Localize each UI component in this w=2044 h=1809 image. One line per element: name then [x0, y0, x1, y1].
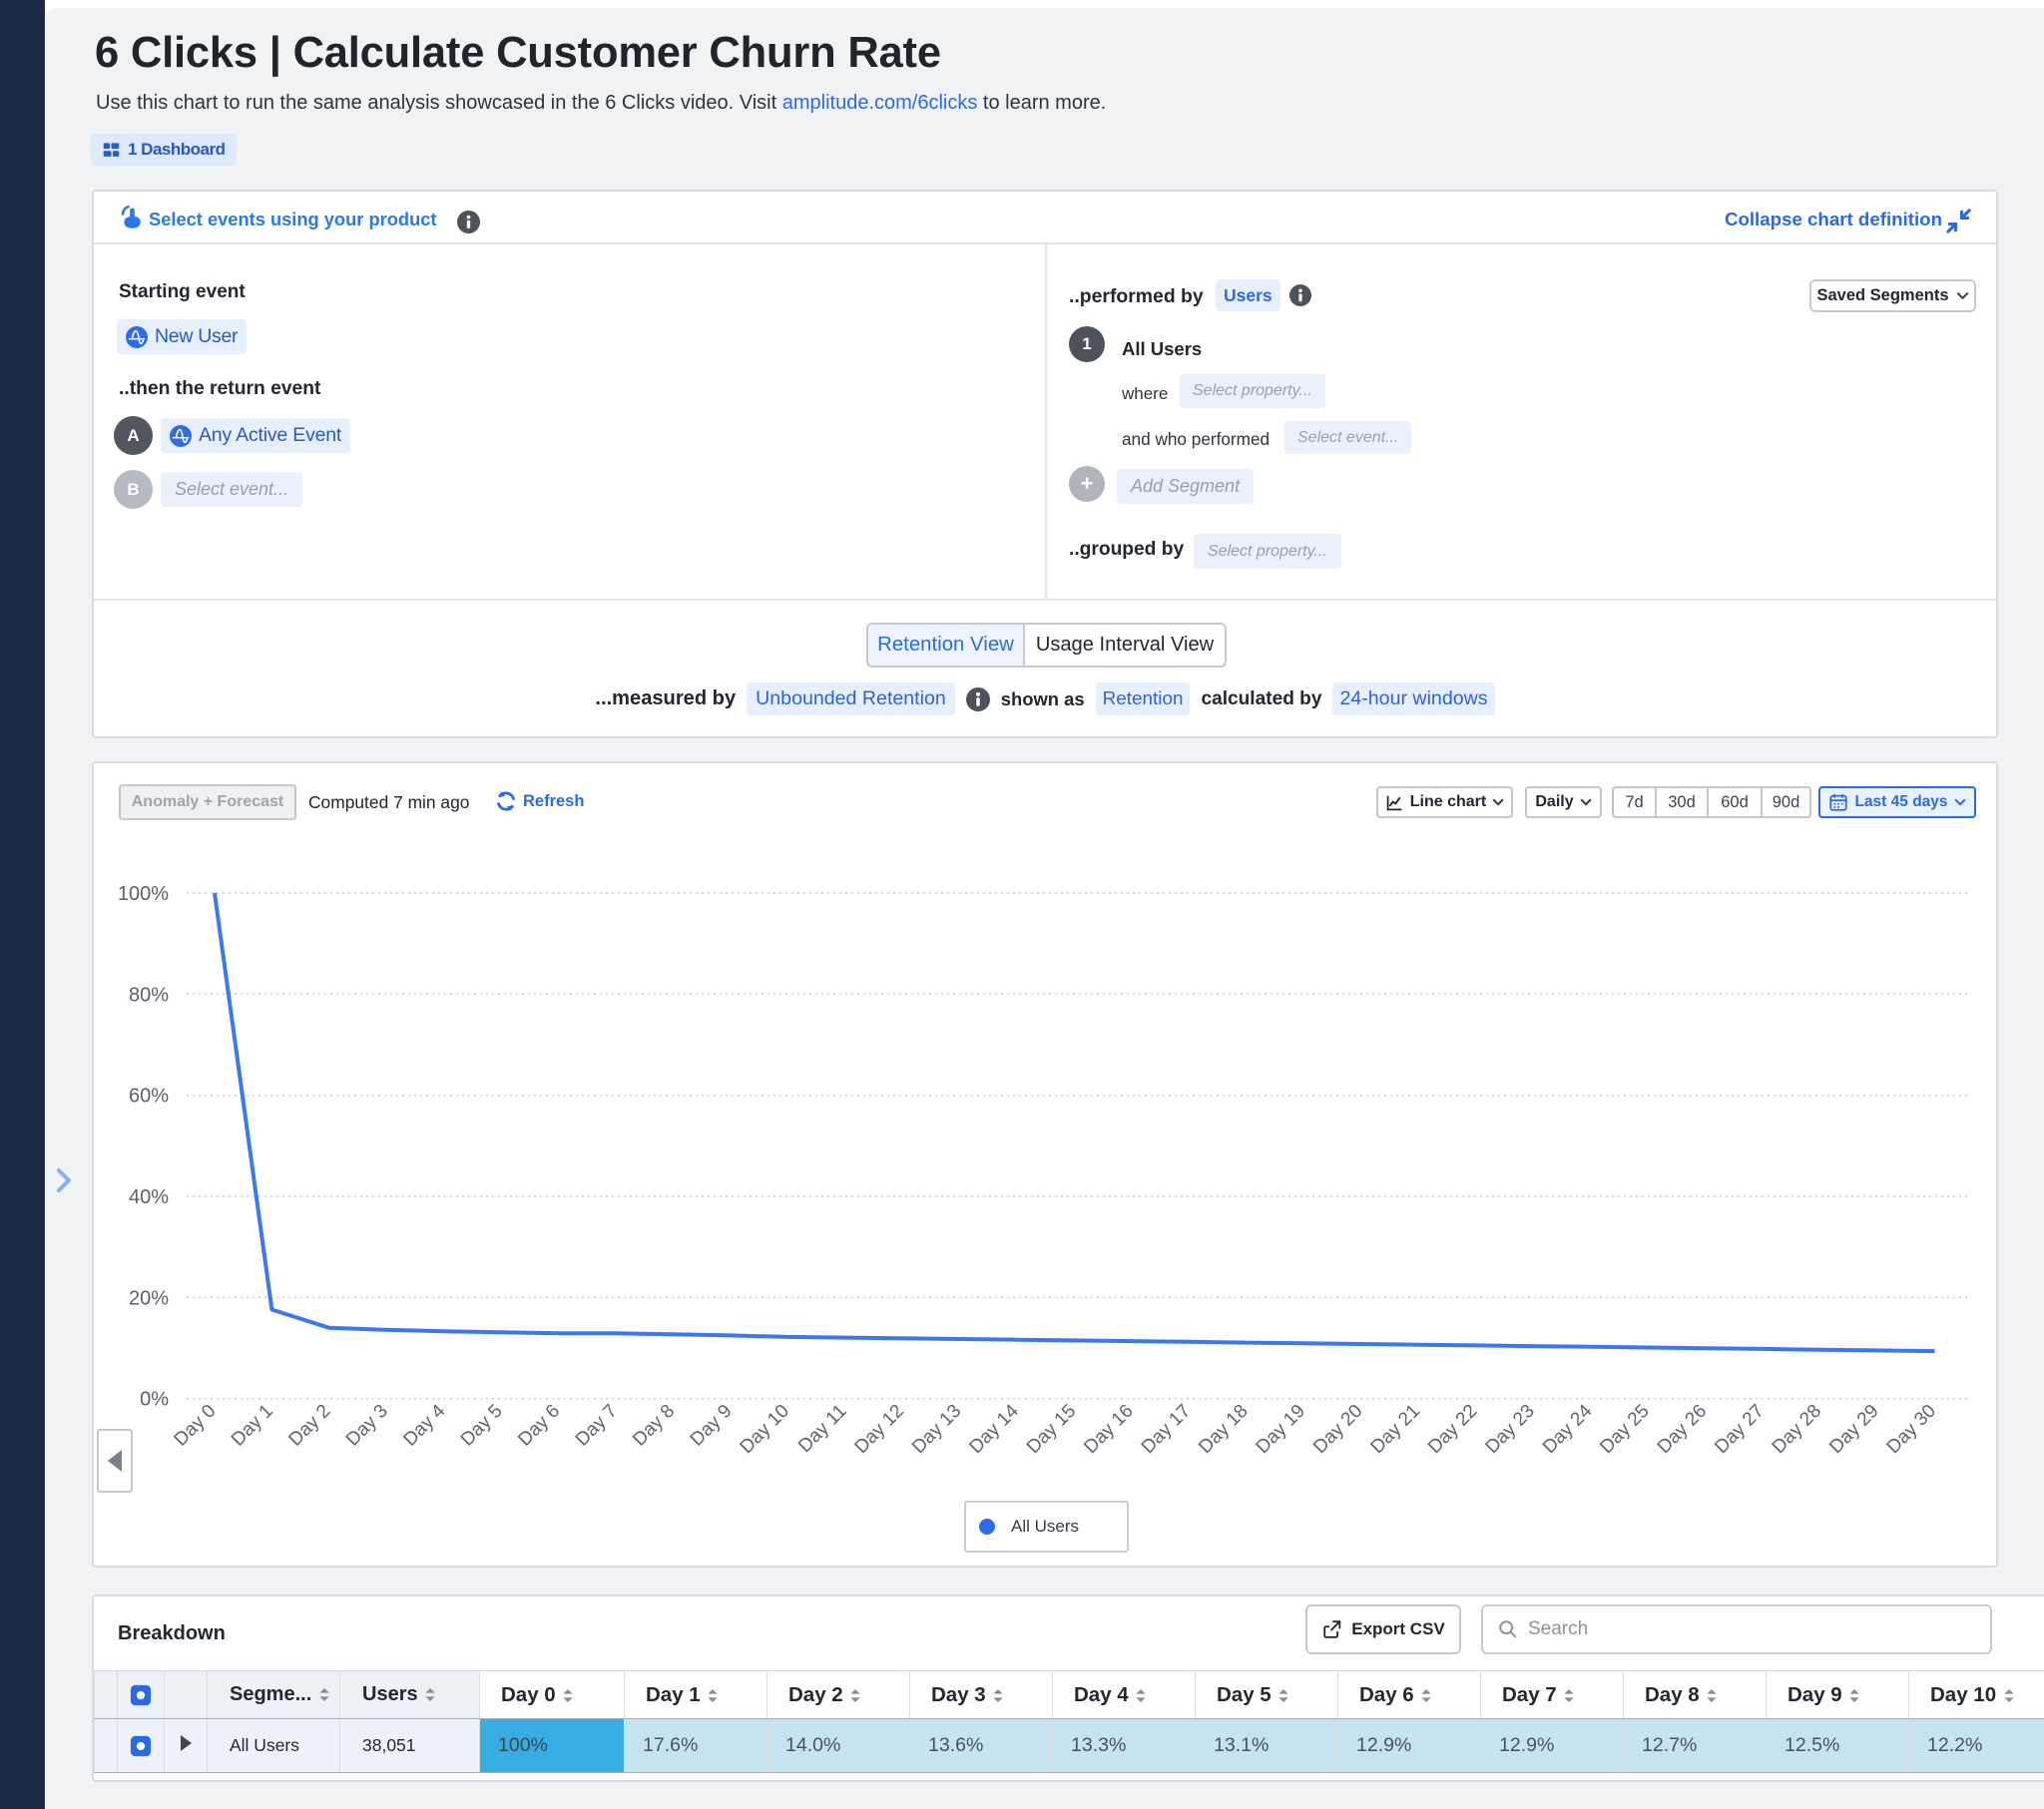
svg-text:Day 30: Day 30 — [1883, 1401, 1940, 1458]
svg-text:Day 1: Day 1 — [228, 1401, 277, 1451]
svg-text:Day 4: Day 4 — [399, 1400, 449, 1450]
svg-text:40%: 40% — [129, 1186, 169, 1208]
svg-text:60%: 60% — [129, 1086, 169, 1108]
svg-text:Day 2: Day 2 — [284, 1401, 334, 1451]
svg-text:Day 20: Day 20 — [1309, 1401, 1366, 1458]
svg-text:Day 21: Day 21 — [1367, 1401, 1424, 1458]
svg-text:Day 27: Day 27 — [1711, 1401, 1768, 1458]
svg-text:Day 25: Day 25 — [1596, 1401, 1653, 1458]
svg-text:Day 9: Day 9 — [687, 1401, 737, 1451]
svg-text:Day 8: Day 8 — [629, 1401, 679, 1451]
svg-text:Day 3: Day 3 — [342, 1401, 392, 1451]
svg-text:Day 23: Day 23 — [1482, 1401, 1539, 1458]
svg-text:Day 12: Day 12 — [851, 1401, 908, 1458]
svg-text:Day 19: Day 19 — [1253, 1401, 1309, 1458]
svg-text:Day 17: Day 17 — [1138, 1401, 1195, 1458]
svg-text:Day 11: Day 11 — [794, 1401, 850, 1457]
svg-text:Day 16: Day 16 — [1080, 1401, 1137, 1458]
svg-text:Day 28: Day 28 — [1769, 1401, 1825, 1458]
svg-text:Day 15: Day 15 — [1023, 1401, 1080, 1458]
svg-text:Day 24: Day 24 — [1539, 1400, 1597, 1458]
svg-text:80%: 80% — [129, 984, 169, 1006]
svg-text:Day 22: Day 22 — [1424, 1401, 1481, 1458]
svg-text:Day 10: Day 10 — [737, 1401, 793, 1458]
svg-text:Day 14: Day 14 — [965, 1400, 1023, 1458]
svg-text:Day 26: Day 26 — [1654, 1401, 1711, 1458]
svg-text:Day 6: Day 6 — [514, 1401, 564, 1451]
svg-text:Day 7: Day 7 — [572, 1401, 622, 1451]
svg-text:Day 5: Day 5 — [457, 1401, 507, 1451]
svg-text:Day 13: Day 13 — [908, 1401, 965, 1458]
svg-text:Day 0: Day 0 — [171, 1401, 221, 1451]
svg-text:Day 29: Day 29 — [1825, 1401, 1882, 1458]
svg-text:Day 18: Day 18 — [1195, 1401, 1252, 1458]
svg-text:100%: 100% — [118, 883, 169, 905]
svg-text:20%: 20% — [129, 1287, 169, 1309]
svg-text:0%: 0% — [140, 1389, 169, 1411]
